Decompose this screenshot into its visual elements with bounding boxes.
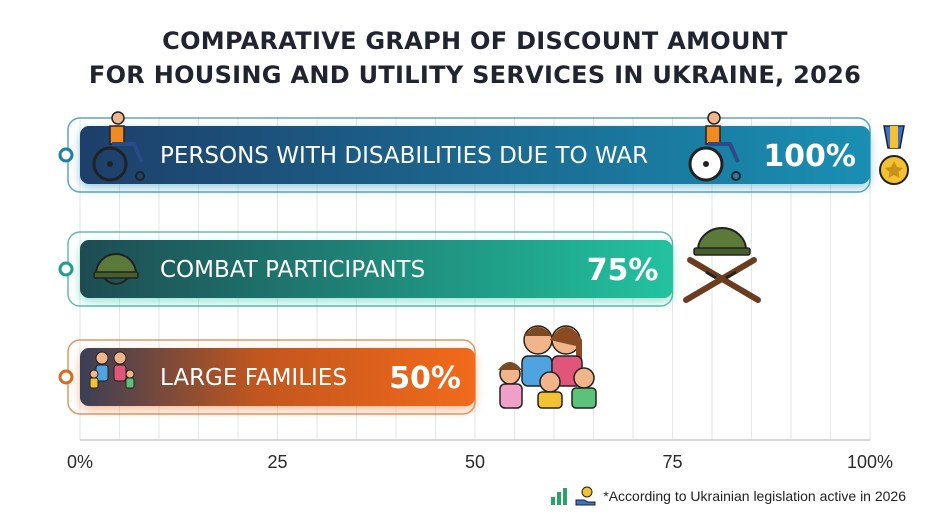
bar-category-label: PERSONS WITH DISABILITIES DUE TO WAR — [160, 143, 648, 169]
title-line-1: COMPARATIVE GRAPH OF DISCOUNT AMOUNT — [162, 27, 788, 55]
bar-value-label: 100% — [763, 139, 856, 174]
bar-category-label: COMBAT PARTICIPANTS — [160, 257, 425, 283]
bar-value-label: 75% — [587, 253, 659, 288]
bar — [80, 240, 673, 298]
footnote: *According to Ukrainian legislation acti… — [549, 486, 906, 506]
bar-marker-dot — [58, 147, 74, 163]
bar — [80, 348, 475, 406]
bar-category-label: LARGE FAMILIES — [160, 365, 347, 391]
bar-chart-icon — [551, 488, 568, 505]
money-hand-icon — [575, 486, 596, 506]
helmet-icon — [93, 253, 139, 285]
bar-marker-dot — [58, 369, 74, 385]
x-tick-label: 0% — [67, 452, 93, 472]
helmet-crossed-rifles-icon — [683, 227, 761, 303]
x-axis-ticks: 0% 25 50 75 100% — [67, 452, 893, 472]
bar-marker-dot — [58, 261, 74, 277]
family-icon — [89, 351, 135, 389]
medal-icon — [879, 125, 909, 185]
title-line-2: FOR HOUSING AND UTILITY SERVICES IN UKRA… — [88, 61, 862, 89]
x-tick-label: 75 — [662, 452, 682, 472]
wheelchair-user-icon — [92, 111, 145, 182]
bar — [80, 126, 870, 184]
x-tick-label: 50 — [465, 452, 485, 472]
x-tick-label: 25 — [267, 452, 287, 472]
wheelchair-user-end-icon — [688, 111, 741, 182]
bars: PERSONS WITH DISABILITIES DUE TO WAR 100%… — [58, 117, 871, 415]
family-end-icon — [498, 325, 597, 409]
x-tick-label: 100% — [847, 452, 893, 472]
footnote-text: *According to Ukrainian legislation acti… — [603, 488, 906, 504]
bar-value-label: 50% — [389, 361, 461, 396]
chart-title: COMPARATIVE GRAPH OF DISCOUNT AMOUNT FOR… — [0, 24, 950, 92]
